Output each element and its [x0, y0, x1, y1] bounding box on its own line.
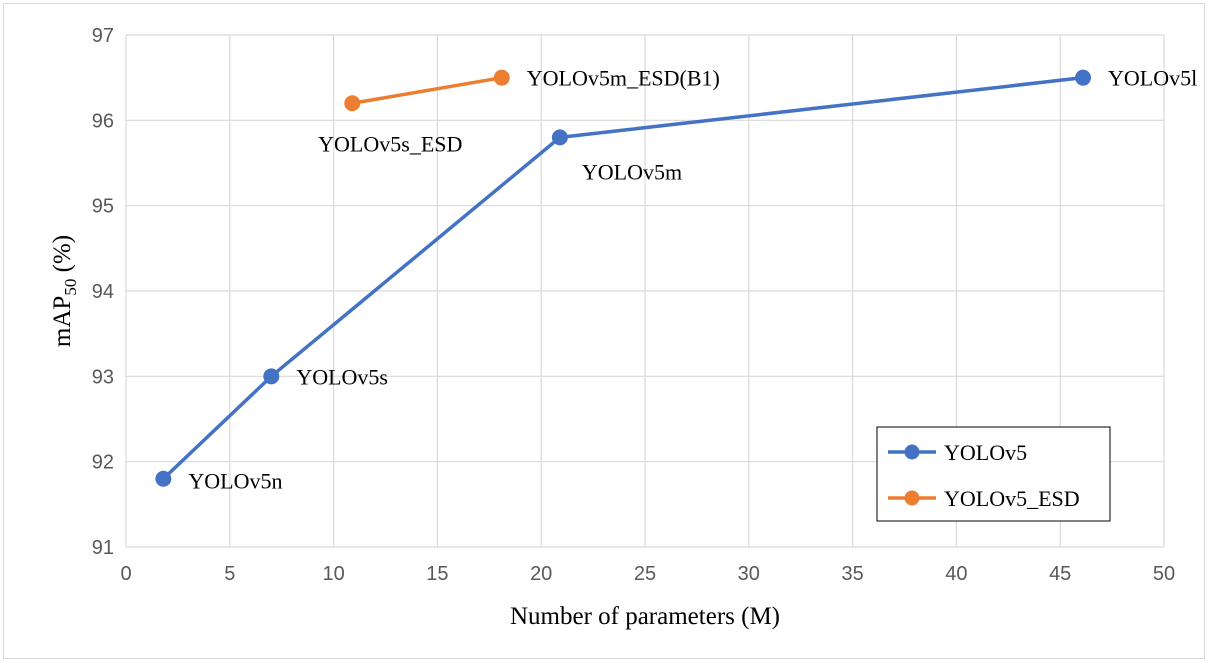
legend-label: YOLOv5_ESD [944, 486, 1080, 511]
point-labels: YOLOv5n YOLOv5s YOLOv5m YOLOv5l YOLOv5s_ESD Y… [188, 66, 1197, 494]
data-point [263, 368, 280, 385]
data-label: YOLOv5m [582, 159, 682, 184]
data-point [155, 470, 172, 487]
data-label: YOLOv5s_ESD [318, 131, 462, 156]
y-tick-label: 97 [92, 25, 114, 47]
legend-items: YOLOv5 YOLOv5_ESD [888, 440, 1080, 511]
y-axis-label: mAP50 (%) [49, 235, 80, 347]
x-tick-label: 0 [120, 563, 131, 585]
y-tick-label: 95 [92, 196, 114, 218]
legend: YOLOv5 YOLOv5_ESD [876, 426, 1111, 522]
series-line-yolov5-esd [351, 75, 503, 105]
y-tick-label: 94 [92, 281, 114, 303]
series-line-yolov5 [162, 75, 1084, 481]
y-axis-label-subscript: 50 [61, 279, 80, 296]
y-tick-label: 92 [92, 452, 114, 474]
x-tick-label: 10 [322, 563, 344, 585]
x-axis-label: Number of parameters (M) [510, 603, 780, 630]
legend-swatch-marker [904, 490, 920, 506]
data-label: YOLOv5n [188, 469, 282, 494]
x-tick-label: 35 [841, 563, 863, 585]
data-label: YOLOv5l [1108, 66, 1197, 91]
data-point [493, 69, 510, 86]
y-tick-label: 91 [92, 537, 114, 559]
data-point [551, 129, 568, 146]
chart-frame [3, 3, 1205, 659]
x-tick-label: 45 [1049, 563, 1071, 585]
gridlines [125, 34, 1165, 548]
x-tick-label: 15 [426, 563, 448, 585]
data-label: YOLOv5s [296, 364, 388, 389]
x-tick-label: 30 [738, 563, 760, 585]
legend-label: YOLOv5 [944, 440, 1027, 465]
y-axis-label-main: mAP [49, 296, 76, 347]
legend-swatch-marker [904, 444, 920, 460]
data-point [1075, 69, 1092, 86]
x-tick-label: 25 [634, 563, 656, 585]
x-tick-label: 20 [530, 563, 552, 585]
x-tick-label: 40 [945, 563, 967, 585]
x-tick-label: 5 [224, 563, 235, 585]
legend-box [876, 426, 1111, 522]
series [155, 69, 1092, 487]
axis-ticks: 0 5 10 15 20 25 30 35 40 45 50 91 92 93 94 95 96 97 [92, 25, 1175, 585]
y-tick-label: 96 [92, 110, 114, 132]
data-point [344, 95, 361, 112]
y-axis-label-tail: (%) [49, 235, 76, 279]
data-label: YOLOv5m_ESD(B1) [527, 66, 720, 91]
x-tick-label: 50 [1153, 563, 1175, 585]
y-tick-label: 93 [92, 366, 114, 388]
